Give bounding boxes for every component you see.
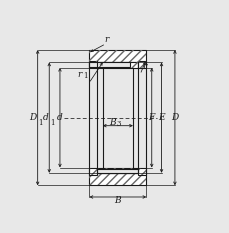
Text: E: E [158,113,164,122]
Text: B: B [114,195,121,205]
Text: F: F [148,113,154,122]
Text: 3: 3 [116,120,120,128]
Bar [89,50,146,62]
Bar [97,169,138,173]
Bar [89,50,146,62]
Text: r: r [104,35,108,44]
Text: B: B [109,118,115,127]
Bar [89,173,146,185]
Bar [138,168,146,175]
Text: r: r [77,70,82,79]
Text: d: d [57,113,63,122]
Bar [97,168,138,173]
Text: 1: 1 [49,119,54,127]
Bar [97,62,138,68]
Bar [89,62,130,66]
Text: d: d [42,113,48,122]
Bar [138,168,146,175]
Bar [138,61,146,68]
Bar [89,168,97,175]
Bar [89,61,97,68]
Bar [97,62,138,68]
Bar [89,61,97,68]
Bar [97,168,138,173]
Bar [89,173,146,185]
Text: D: D [29,113,37,122]
Text: 1: 1 [38,119,43,127]
Bar [138,61,146,68]
Bar [89,168,97,175]
Text: D: D [171,113,178,122]
Text: 1: 1 [83,72,87,80]
Text: r: r [142,62,146,71]
